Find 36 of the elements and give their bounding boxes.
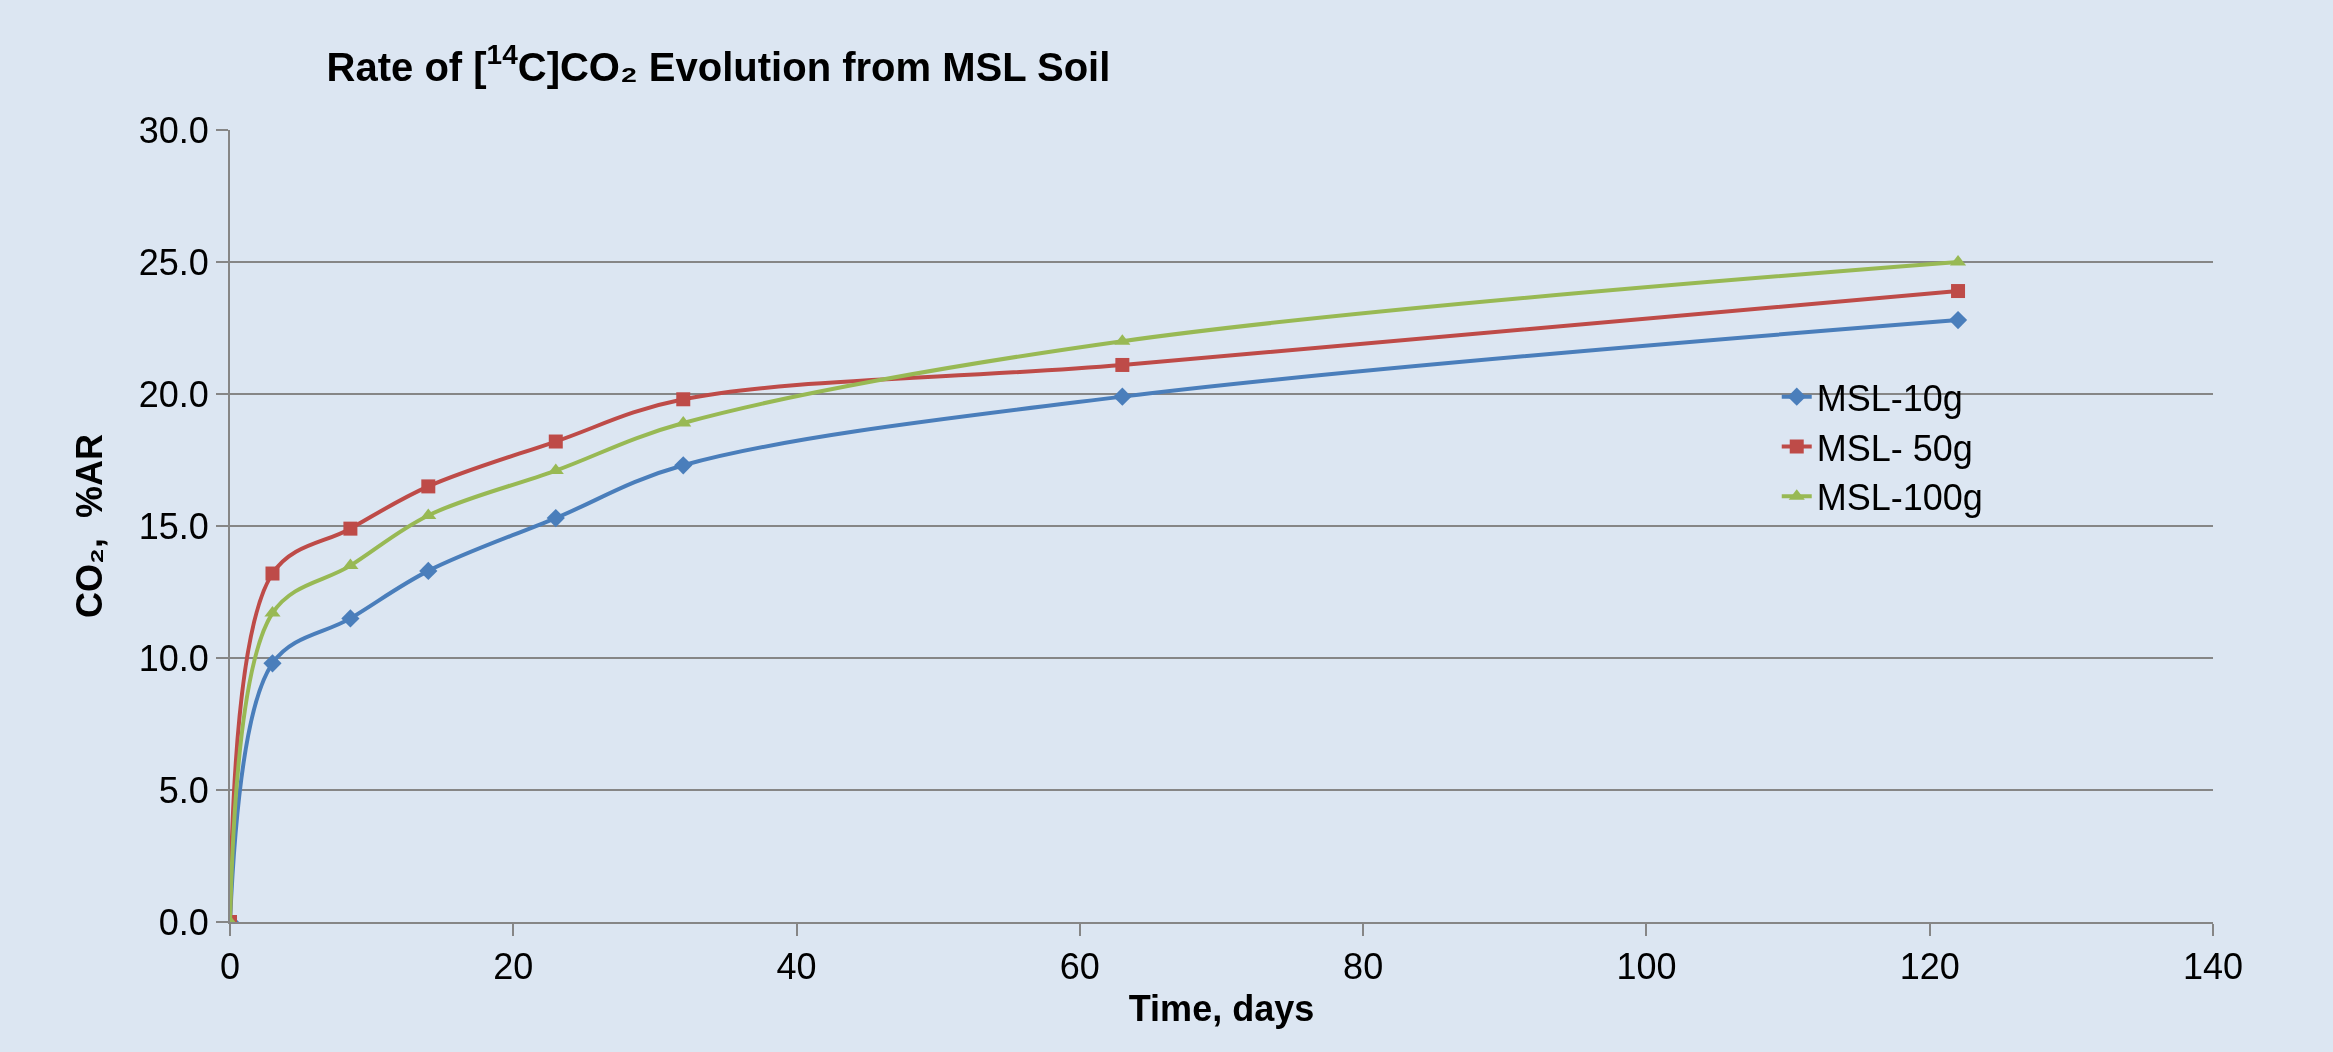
x-tick-label: 20 (493, 946, 534, 988)
point (1113, 387, 1132, 406)
point (674, 456, 693, 475)
x-tick-label: 60 (1059, 946, 1100, 988)
y-tick-label: 30.0 (138, 109, 209, 151)
point (342, 558, 359, 570)
x-tick-label: 0 (219, 946, 241, 988)
y-tick-label: 20.0 (138, 373, 209, 415)
legend-label: MSL-100g (1816, 477, 1983, 519)
point (341, 609, 360, 628)
x-tick-label: 120 (1899, 946, 1960, 988)
legend-label: MSL- 50g (1816, 427, 1973, 469)
y-tick-label: 10.0 (138, 637, 209, 679)
legend-label: MSL-10g (1816, 377, 1963, 419)
y-tick-label: 15.0 (138, 505, 209, 547)
point (1115, 357, 1130, 372)
y-axis-title: CO₂, %AR (69, 433, 111, 619)
point (421, 479, 436, 494)
point (548, 434, 563, 449)
point (263, 654, 282, 673)
x-tick-label: 80 (1343, 946, 1384, 988)
chart-title: Rate of [$^{14}$C]CO₂ Evolution from MSL Soil (326, 38, 1111, 89)
point (1948, 310, 1968, 330)
x-tick-label: 40 (776, 946, 817, 988)
x-tick-label: 100 (1616, 946, 1677, 988)
point (265, 566, 280, 581)
point (1951, 284, 1966, 299)
x-axis-title: Time, days (1128, 988, 1315, 1030)
point (546, 508, 565, 528)
x-tick-label: 140 (2182, 946, 2244, 988)
point (343, 521, 358, 536)
y-tick-label: 5.0 (158, 769, 209, 811)
point (676, 392, 691, 407)
y-tick-label: 0.0 (158, 901, 209, 943)
point (419, 561, 438, 580)
y-tick-label: 25.0 (138, 241, 209, 283)
